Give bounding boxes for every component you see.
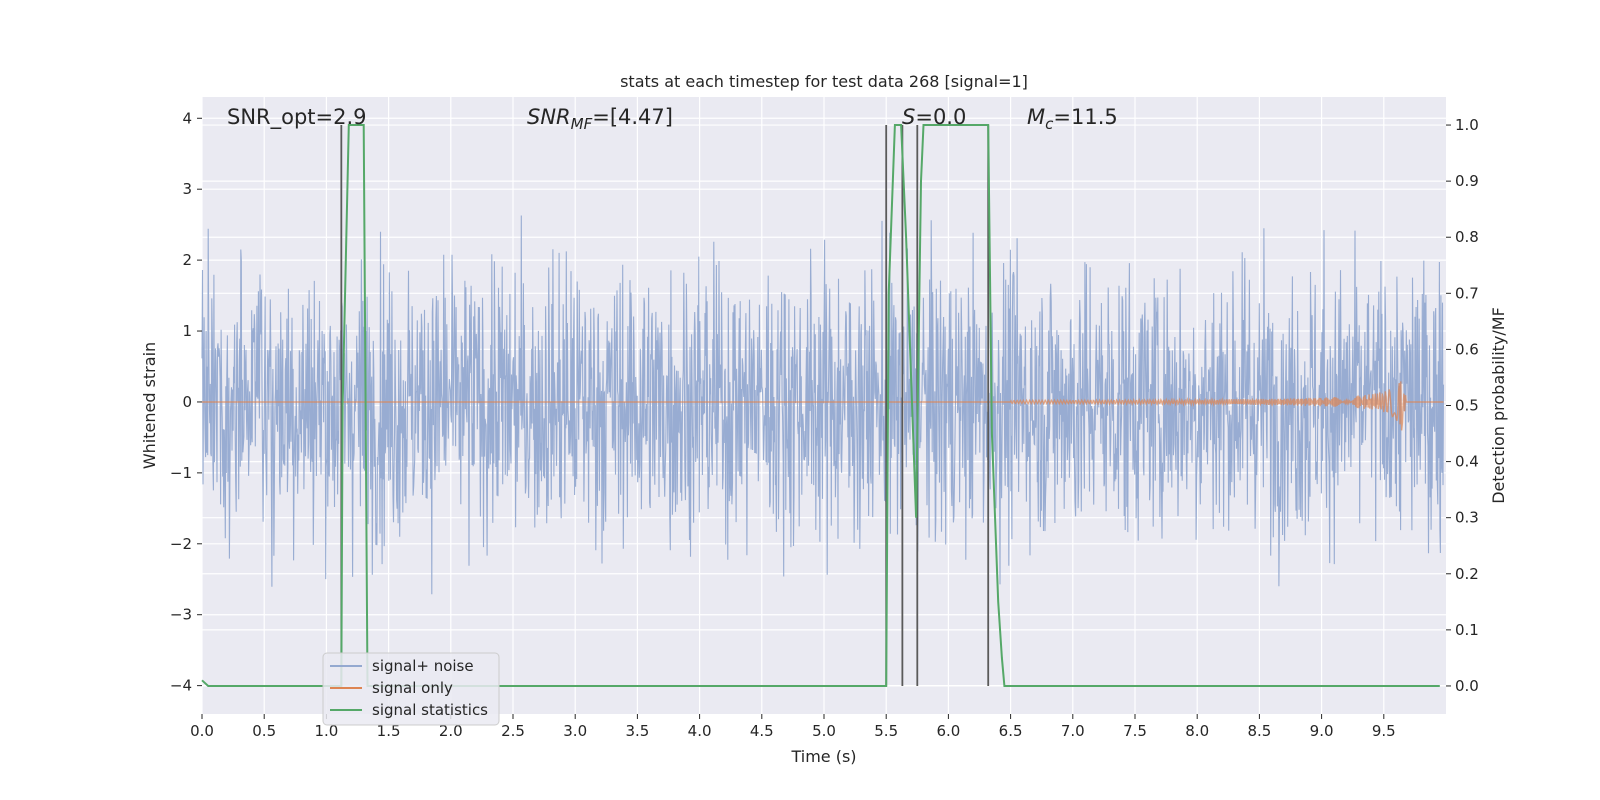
legend-entry-signal-only: signal only — [372, 679, 453, 697]
legend-entry-signal-statistics: signal statistics — [372, 701, 488, 719]
y-tick-label-right: 0.5 — [1455, 397, 1479, 415]
chart-title: stats at each timestep for test data 268… — [620, 72, 1028, 91]
annotation-mc-value: =11.5 — [1053, 105, 1117, 129]
axes: 0.0 0.5 1.0 1.5 2.0 2.5 3.0 3.5 4.0 4.5 5.0 5.5 6.0 6… — [170, 109, 1479, 740]
x-tick-label: 7.0 — [1061, 722, 1085, 740]
y-tick-label-right: 1.0 — [1455, 116, 1479, 134]
x-tick-label: 9.0 — [1310, 722, 1334, 740]
y-tick-label-left: 1 — [182, 322, 192, 340]
x-tick-label: 2.5 — [501, 722, 525, 740]
y-tick-label-right: 0.8 — [1455, 228, 1479, 246]
x-tick-label: 4.0 — [688, 722, 712, 740]
y-tick-label-right: 0.4 — [1455, 453, 1479, 471]
annotation-mc-sub: c — [1045, 115, 1054, 133]
x-tick-label: 8.0 — [1185, 722, 1209, 740]
x-tick-label: 4.5 — [750, 722, 774, 740]
y-axis-label-right: Detection probability/MF — [1489, 307, 1508, 504]
y-tick-label-right: 0.0 — [1455, 677, 1479, 695]
x-tick-label: 5.0 — [812, 722, 836, 740]
x-axis-label: Time (s) — [790, 747, 856, 766]
x-tick-label: 7.5 — [1123, 722, 1147, 740]
annotation-snr-mf-italic: SNR — [527, 105, 571, 129]
x-tick-label: 2.0 — [439, 722, 463, 740]
x-tick-label: 3.0 — [563, 722, 587, 740]
signal-only-line — [202, 381, 1444, 431]
legend-entry-signal-noise: signal+ noise — [372, 657, 474, 675]
x-tick-label: 5.5 — [874, 722, 898, 740]
y-tick-label-left: −4 — [170, 677, 192, 695]
x-tick-label: 1.0 — [314, 722, 338, 740]
annotation-mc: Mc=11.5 — [1027, 105, 1118, 133]
x-tick-label: 6.5 — [999, 722, 1023, 740]
annotation-s-label: S — [902, 105, 915, 129]
y-tick-label-left: −3 — [170, 606, 192, 624]
y-tick-label-left: −1 — [170, 464, 192, 482]
x-tick-label: 0.5 — [252, 722, 276, 740]
noise-line — [201, 215, 1445, 595]
y-tick-label-right: 0.1 — [1455, 621, 1479, 639]
x-tick-label: 6.0 — [936, 722, 960, 740]
y-tick-label-left: −2 — [170, 535, 192, 553]
y-tick-label-left: 0 — [182, 393, 192, 411]
y-tick-label-left: 3 — [182, 180, 192, 198]
y-tick-label-right: 0.2 — [1455, 565, 1479, 583]
legend-box — [322, 652, 500, 726]
annotation-snr-mf-value: =[4.47] — [592, 105, 673, 129]
gridlines — [201, 97, 1446, 714]
legend: signal+ noise signal only signal statist… — [322, 652, 500, 726]
y-axis-label-left: Whitened strain — [140, 342, 159, 469]
series-signal-only — [202, 381, 1444, 431]
y-tick-label-right: 0.9 — [1455, 172, 1479, 190]
x-tick-label: 3.5 — [625, 722, 649, 740]
annotation-snr-mf-sub: MF — [571, 115, 593, 133]
y-tick-label-left: 4 — [182, 109, 192, 127]
x-tick-label: 0.0 — [190, 722, 214, 740]
y-tick-label-right: 0.7 — [1455, 284, 1479, 302]
y-tick-label-left: 2 — [182, 251, 192, 269]
annotation-snr-mf: SNRMF=[4.47] — [527, 105, 673, 133]
annotation-s: S=0.0 — [902, 105, 966, 129]
y-tick-label-right: 0.6 — [1455, 340, 1479, 358]
x-tick-label: 8.5 — [1247, 722, 1271, 740]
annotation-snr-opt: SNR_opt=2.9 — [227, 105, 367, 130]
x-tick-label: 9.5 — [1372, 722, 1396, 740]
annotation-mc-label: M — [1027, 105, 1045, 129]
x-tick-label: 1.5 — [377, 722, 401, 740]
series-signal-noise — [201, 215, 1445, 595]
y-tick-label-right: 0.3 — [1455, 509, 1479, 527]
annotation-s-value: =0.0 — [915, 105, 966, 129]
